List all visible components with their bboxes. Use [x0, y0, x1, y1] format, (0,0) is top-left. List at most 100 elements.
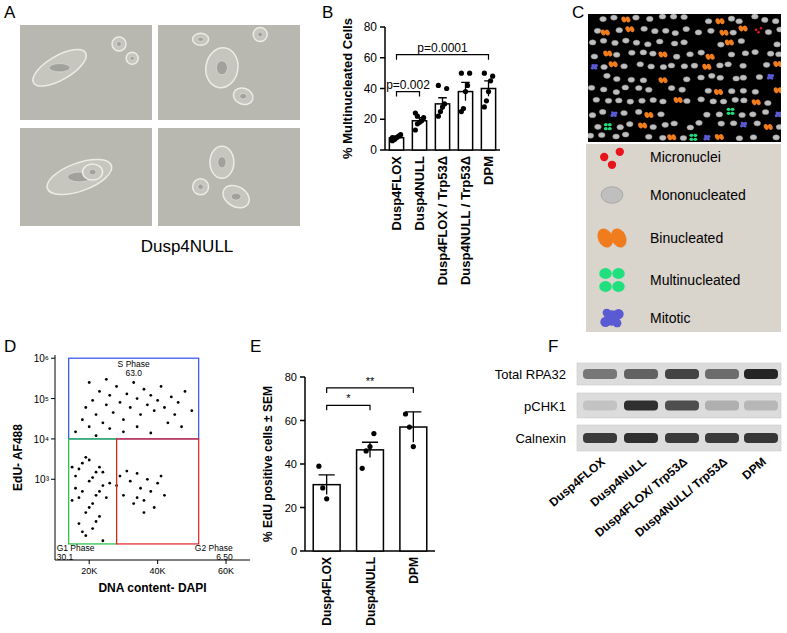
- mononucleus: [773, 135, 780, 140]
- cell-event: [173, 413, 176, 416]
- error-bar: [438, 98, 447, 110]
- mononucleus: [633, 15, 640, 20]
- data-point: [490, 74, 495, 79]
- mononucleus: [736, 136, 743, 141]
- binucleus: [777, 87, 781, 94]
- mitotic-nucleus: [768, 74, 771, 77]
- cell-event: [136, 397, 139, 400]
- significance-label: **: [366, 375, 375, 387]
- cell-event: [160, 475, 163, 478]
- cell-event: [108, 427, 111, 430]
- mononucleus: [740, 75, 747, 80]
- micrograph: [20, 128, 152, 226]
- multinucleus: [599, 281, 611, 292]
- panel-label: C: [572, 3, 584, 22]
- cell-event: [119, 401, 122, 404]
- mononucleus: [621, 64, 628, 69]
- cell-event: [95, 413, 98, 416]
- nucleus: [198, 37, 204, 41]
- micronucleus: [608, 161, 616, 169]
- mononucleus: [765, 30, 772, 35]
- mitotic-nucleus: [771, 74, 774, 77]
- data-point: [403, 411, 408, 416]
- mitotic-nucleus: [614, 111, 617, 114]
- mitotic-nucleus: [603, 309, 611, 317]
- mononucleus: [627, 99, 634, 104]
- y-tick-label: 40: [364, 82, 378, 96]
- legend-box: [586, 144, 781, 332]
- mononucleus: [710, 99, 717, 104]
- mononucleus: [717, 63, 724, 68]
- mononucleus: [639, 98, 646, 103]
- mononucleus: [698, 50, 705, 55]
- legend-label: Micronuclei: [650, 149, 721, 165]
- micronucleus: [600, 153, 608, 161]
- error-bar: [362, 442, 378, 457]
- cell-event: [71, 499, 74, 502]
- blot-band: [624, 401, 658, 411]
- binucleus: [755, 98, 762, 105]
- cell-event: [143, 499, 146, 502]
- cell-event: [112, 411, 115, 414]
- mononucleus: [725, 62, 732, 67]
- y-tick: [300, 376, 305, 378]
- cell-event: [132, 502, 135, 505]
- mononucleus: [720, 99, 727, 104]
- legend-label: Mononucleated: [650, 187, 746, 203]
- cell-event: [71, 466, 74, 469]
- multinucleus: [612, 268, 624, 279]
- cell-event: [91, 476, 94, 479]
- blot-band: [744, 433, 778, 443]
- cell-event: [108, 482, 111, 485]
- data-point: [436, 83, 441, 88]
- mononucleus: [659, 135, 666, 140]
- binucleus: [717, 88, 724, 95]
- mononucleus: [613, 76, 620, 81]
- micrograph-bg: [158, 128, 300, 226]
- data-point: [411, 444, 416, 449]
- mononucleus: [698, 97, 705, 102]
- data-point: [360, 466, 365, 471]
- mitotic-nucleus: [614, 115, 617, 118]
- multinucleus: [693, 134, 697, 137]
- cell-event: [78, 522, 81, 525]
- cell-event: [101, 484, 104, 487]
- mononucleus: [600, 87, 607, 92]
- mononucleus: [705, 88, 712, 93]
- mononucleus: [718, 121, 725, 126]
- mononucleus: [736, 19, 743, 24]
- multinucleus: [731, 112, 735, 115]
- mononucleus: [611, 15, 618, 20]
- data-point: [413, 127, 418, 132]
- nucleus: [130, 56, 134, 60]
- cell-event: [136, 496, 139, 499]
- blot-band: [744, 369, 778, 379]
- nucleus: [49, 64, 70, 72]
- mononucleus: [680, 135, 687, 140]
- x-tick-label: 60K: [218, 566, 234, 576]
- panel-label: D: [4, 337, 16, 356]
- mononucleus: [645, 87, 652, 92]
- data-point: [421, 115, 426, 120]
- mononucleus: [717, 75, 724, 80]
- y-tick-label: 80: [364, 20, 378, 34]
- mononucleus: [740, 88, 747, 93]
- mononucleus: [681, 14, 688, 19]
- mononucleus: [756, 74, 763, 79]
- cell-event: [146, 403, 149, 406]
- nucleus: [231, 193, 241, 200]
- cell-event: [88, 480, 91, 483]
- mitotic-nucleus: [704, 135, 707, 138]
- mitotic-nucleus: [610, 114, 613, 117]
- micronucleus: [616, 148, 624, 156]
- mononucleus: [679, 87, 686, 92]
- mononucleus: [617, 125, 624, 130]
- y-tick: [380, 88, 385, 90]
- y-tick: [380, 119, 385, 121]
- mononucleus: [762, 109, 769, 114]
- data-point: [488, 78, 493, 83]
- blot-band: [583, 433, 617, 443]
- mononucleus: [622, 85, 629, 90]
- multinucleus: [604, 123, 608, 126]
- y-tick-label: 10⁴: [34, 434, 49, 445]
